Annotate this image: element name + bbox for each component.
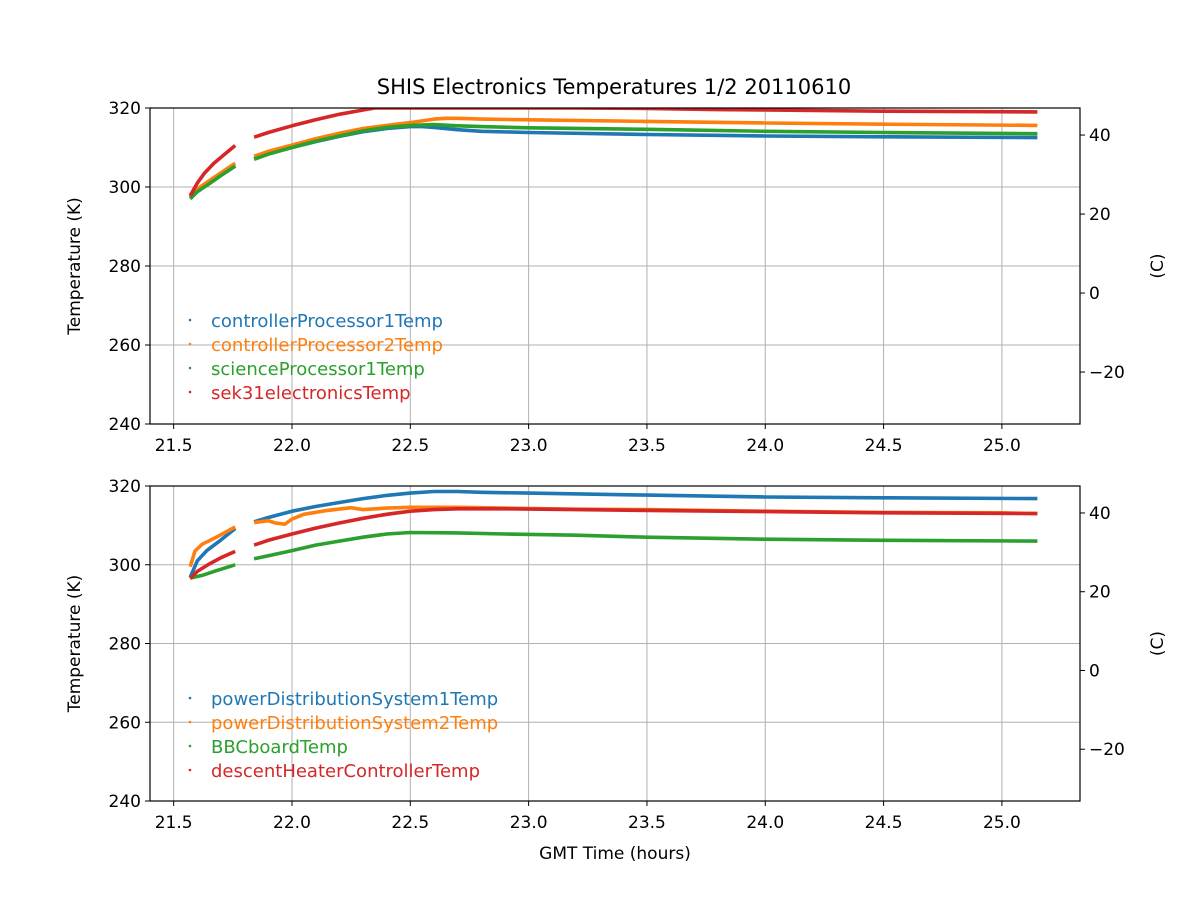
legend-entry: controllerProcessor1Temp [211,311,443,332]
y2-tick-label: 0 [1089,661,1100,681]
legend-entry: scienceProcessor1Temp [211,359,425,380]
y-tick-label: 260 [109,336,141,356]
x-tick-label: 21.5 [155,436,193,456]
y-tick-label: 240 [109,415,141,435]
y-tick-label: 300 [109,178,141,198]
series-line-BBCboardTemp [253,530,1038,561]
legend-entry: controllerProcessor2Temp [211,335,443,356]
y-tick-label: 240 [109,792,141,812]
series-line-scienceProcessor1Temp [253,122,1038,161]
legend-marker [188,744,192,748]
legend-marker [188,390,192,394]
x-tick-label: 23.5 [628,813,666,833]
x-tick-label: 21.5 [155,813,193,833]
legend-marker [188,696,192,700]
y2-tick-label: 40 [1089,126,1111,146]
y-tick-label: 300 [109,556,141,576]
x-tick-label: 22.0 [273,813,311,833]
x-axis-label: GMT Time (hours) [539,844,691,864]
y2-tick-label: 20 [1089,583,1111,603]
x-tick-label: 22.5 [391,436,429,456]
x-tick-label: 25.0 [983,813,1021,833]
x-tick-label: 24.5 [865,436,903,456]
x-tick-label: 22.0 [273,436,311,456]
top-panel: 21.5 22.0 22.5 23.0 23.5 24.0 24.5 25.0 240 260 28… [65,99,1168,456]
legend-marker [188,720,192,724]
y2-tick-label: −20 [1089,740,1125,760]
y2-tick-label: 0 [1089,284,1100,304]
x-tick-label: 24.5 [865,813,903,833]
series-line-sek31electronicsTemp [253,108,1038,139]
bottom-panel: 21.5 22.0 22.5 23.0 23.5 24.0 24.5 25.0 240 260 28… [65,477,1168,864]
series-line-BBCboardTemp [189,563,236,580]
legend-marker [188,318,192,322]
series-line-sek31electronicsTemp [188,144,237,197]
x-tick-label: 23.0 [510,436,548,456]
legend-marker [188,342,192,346]
series-line-scienceProcessor1Temp [188,164,237,201]
legend-marker [188,768,192,772]
x-tick-label: 23.5 [628,436,666,456]
legend-entry: powerDistributionSystem2Temp [211,713,498,734]
y2-axis-label: (C) [1148,631,1168,656]
legend-entry: powerDistributionSystem1Temp [211,689,498,710]
y-axis-label: Temperature (K) [65,197,85,336]
legend-entry: BBCboardTemp [211,737,348,758]
x-tick-label: 24.0 [746,813,784,833]
y-tick-label: 320 [109,477,141,497]
series-line-powerDistributionSystem1Temp [253,489,1038,524]
legend-entry: descentHeaterControllerTemp [211,761,480,782]
y-tick-label: 280 [109,635,141,655]
y2-axis-label: (C) [1148,253,1168,278]
legend-marker [188,366,192,370]
y-axis-label: Temperature (K) [65,575,85,714]
x-tick-label: 22.5 [391,813,429,833]
y-tick-label: 320 [109,99,141,119]
series-line-descentHeaterControllerTemp [253,507,1038,547]
legend-entry: sek31electronicsTemp [211,383,411,404]
y2-tick-label: −20 [1089,363,1125,383]
series-line-powerDistributionSystem1Temp [188,527,237,579]
y2-tick-label: 40 [1089,504,1111,524]
y2-tick-label: 20 [1089,205,1111,225]
x-tick-label: 25.0 [983,436,1021,456]
y-tick-label: 260 [109,713,141,733]
series-line-controllerProcessor2Temp [253,116,1038,158]
x-tick-label: 23.0 [510,813,548,833]
y-tick-label: 280 [109,257,141,277]
chart-title: SHIS Electronics Temperatures 1/2 201106… [377,75,851,99]
x-tick-label: 24.0 [746,436,784,456]
series-line-descentHeaterControllerTemp [188,549,236,580]
series-line-powerDistributionSystem2Temp [188,525,237,568]
